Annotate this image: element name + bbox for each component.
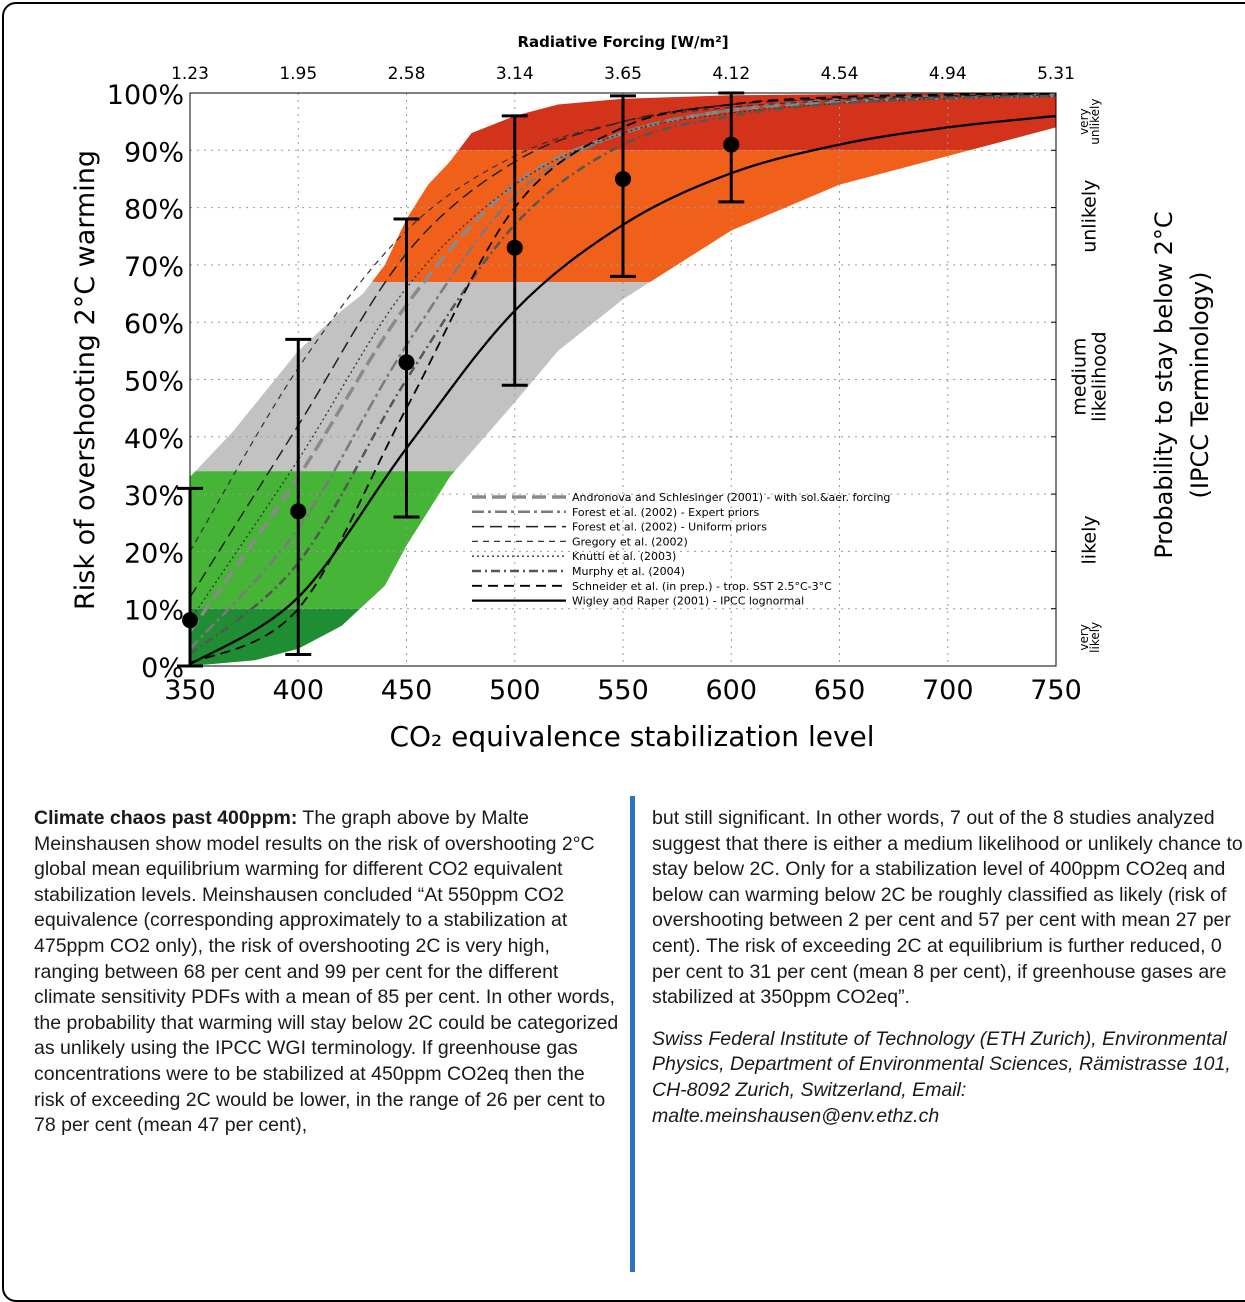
caption-affiliation: Swiss Federal Institute of Technology (E… <box>652 1027 1231 1127</box>
top-axis-title: Radiative Forcing [W/m²] <box>517 33 728 51</box>
x-tick-label-600: 600 <box>705 675 757 706</box>
legend-label-2: Forest et al. (2002) - Expert priors <box>572 506 760 519</box>
band-very-likely <box>190 608 1056 666</box>
y-tick-label-50: 50% <box>124 367 184 398</box>
y-axis-title: Risk of overshooting 2°C warming <box>70 150 101 610</box>
error-bar-400 <box>285 337 312 657</box>
column-divider <box>630 796 635 1272</box>
top-tick-label: 1.23 <box>171 64 209 84</box>
legend-label-3: Forest et al. (2002) - Uniform priors <box>572 521 767 534</box>
x-tick-label-400: 400 <box>272 675 324 706</box>
band-label-medium-likelihood: likelihood <box>1089 331 1111 421</box>
x-tick-label-500: 500 <box>489 675 541 706</box>
series-line-8 <box>190 114 1056 666</box>
legend-label-4: Gregory et al. (2002) <box>572 535 688 548</box>
y-tick-label-10: 10% <box>124 596 184 627</box>
caption-left-paragraph: Climate chaos past 400ppm: The graph abo… <box>34 806 619 1139</box>
legend-label-5: Knutti et al. (2003) <box>572 550 676 563</box>
x-tick-label-750: 750 <box>1030 675 1082 706</box>
x-axis-title: CO₂ equivalence stabilization level <box>389 720 874 753</box>
x-tick-label-550: 550 <box>597 675 649 706</box>
y-tick-label-40: 40% <box>124 424 184 455</box>
top-tick-label: 4.54 <box>821 64 859 84</box>
chart: 0% 10% 20% 30% 40% 50% 60% 70% 80% 90% 100% 350 400 4… <box>70 33 1214 753</box>
caption-left-text: The graph above by Malte Meinshausen sho… <box>34 807 619 1137</box>
top-tick-label: 5.31 <box>1037 64 1075 84</box>
legend-label-6: Murphy et al. (2004) <box>572 565 685 578</box>
series-line-1 <box>190 93 1056 633</box>
y-tick-label-100: 100% <box>107 80 184 111</box>
error-bar-550 <box>610 94 636 278</box>
band-label-likely: likely <box>1079 515 1101 564</box>
band-label-very-unlikely: very <box>1077 108 1091 135</box>
series-line-7 <box>190 93 1056 664</box>
series-line-4 <box>190 94 1056 552</box>
y-tick-label-90: 90% <box>124 137 184 168</box>
series-line-3 <box>190 93 1056 598</box>
mean-point-550 <box>615 170 631 187</box>
series-line-2 <box>190 93 1056 650</box>
error-bar-500 <box>501 114 528 387</box>
y-tick-label-60: 60% <box>124 309 184 340</box>
x-tick-label-700: 700 <box>922 675 974 706</box>
caption-left-column: Climate chaos past 400ppm: The graph abo… <box>34 806 619 1155</box>
top-tick-label: 2.58 <box>388 64 426 84</box>
mean-point-500 <box>506 239 523 256</box>
caption-right-text: but still significant. In other words, 7… <box>652 807 1243 1009</box>
y-tick-label-0: 0% <box>141 653 184 684</box>
y-tick-label-20: 20% <box>124 538 184 569</box>
legend-label-7: Schneider et al. (in prep.) - trop. SST … <box>572 580 832 593</box>
mean-point-400 <box>290 503 307 520</box>
series-line-5 <box>190 95 1056 621</box>
legend-label-1: Andronova and Schlesinger (2001) - with … <box>572 491 890 504</box>
legend-label-8: Wigley and Raper (2001) - IPCC lognormal <box>572 595 804 608</box>
mean-point-450 <box>398 354 415 371</box>
y-tick-label-80: 80% <box>124 195 184 226</box>
right-axis-title-line2: (IPCC Terminology) <box>1186 272 1214 499</box>
top-tick-label: 4.12 <box>712 64 750 84</box>
top-tick-label: 3.65 <box>604 64 642 84</box>
top-tick-label: 4.94 <box>929 64 967 84</box>
x-tick-label-450: 450 <box>381 675 433 706</box>
top-tick-label: 3.14 <box>496 64 534 84</box>
top-tick-label: 1.95 <box>279 64 317 84</box>
y-tick-label-70: 70% <box>124 252 184 283</box>
y-tick-label-30: 30% <box>124 481 184 512</box>
band-label-unlikely: unlikely <box>1079 180 1101 253</box>
x-tick-label-350: 350 <box>164 675 216 706</box>
caption-right-column: but still significant. In other words, 7… <box>652 806 1245 1145</box>
band-label-very-likely: very <box>1077 624 1091 651</box>
band-label-medium-likelihood: medium <box>1069 338 1091 416</box>
mean-point-600 <box>723 136 740 153</box>
band-label-very-unlikely: unlikely <box>1088 99 1102 145</box>
caption-lead: Climate chaos past 400ppm: <box>34 807 298 829</box>
band-label-very-likely: likely <box>1088 622 1102 653</box>
right-axis-title-line1: Probability to stay below 2°C <box>1150 211 1178 558</box>
x-tick-label-650: 650 <box>814 675 866 706</box>
error-bar-450 <box>393 217 420 519</box>
